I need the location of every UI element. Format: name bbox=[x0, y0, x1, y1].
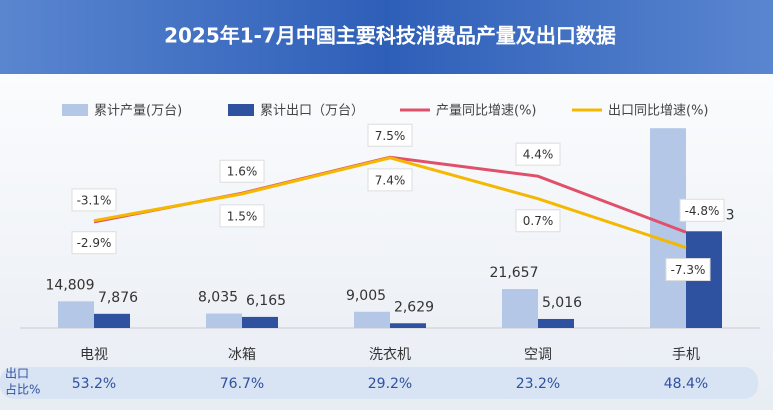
legend-swatch bbox=[228, 104, 254, 116]
line bbox=[93, 156, 687, 249]
data-label: 7.5% bbox=[375, 129, 406, 143]
data-label: 14,809 bbox=[46, 277, 95, 293]
x-tick-label: 洗衣机 bbox=[369, 347, 411, 363]
data-label: 0.7% bbox=[523, 214, 554, 228]
bar bbox=[390, 323, 426, 328]
share-value: 53.2% bbox=[72, 376, 116, 392]
legend-label: 产量同比增速(%) bbox=[436, 104, 537, 119]
x-tick-label: 手机 bbox=[672, 347, 700, 363]
data-label: 21,657 bbox=[490, 265, 539, 281]
bar bbox=[650, 128, 686, 328]
bar bbox=[242, 316, 278, 328]
bar bbox=[502, 289, 538, 328]
bar bbox=[354, 311, 390, 328]
bar bbox=[538, 318, 574, 328]
share-value: 29.2% bbox=[368, 376, 412, 392]
legend-label: 出口同比增速(%) bbox=[608, 104, 709, 119]
label-box bbox=[515, 209, 561, 233]
legend-swatch bbox=[62, 104, 88, 116]
x-tick-label: 电视 bbox=[80, 347, 108, 363]
label-box bbox=[219, 159, 265, 183]
label-box bbox=[367, 168, 413, 192]
x-tick-label: 冰箱 bbox=[228, 347, 256, 363]
data-label: 9,005 bbox=[346, 288, 386, 304]
share-value: 76.7% bbox=[220, 376, 264, 392]
data-label: 6,165 bbox=[246, 293, 286, 309]
bar bbox=[206, 313, 242, 328]
data-label: -2.9% bbox=[77, 236, 112, 250]
data-label: 2,629 bbox=[394, 299, 434, 315]
share-band bbox=[0, 367, 758, 399]
bar bbox=[58, 301, 94, 328]
bar bbox=[94, 313, 130, 328]
data-label: 7,876 bbox=[98, 290, 138, 306]
label-box bbox=[71, 231, 117, 255]
x-tick-label: 空调 bbox=[524, 347, 552, 363]
label-box bbox=[665, 258, 711, 282]
legend-label: 累计产量(万台) bbox=[94, 104, 182, 119]
label-box bbox=[515, 142, 561, 166]
title-banner bbox=[0, 0, 773, 74]
data-label: 1.6% bbox=[227, 165, 258, 179]
data-label: -3.1% bbox=[77, 193, 112, 207]
data-label: 5,016 bbox=[542, 295, 582, 311]
label-box bbox=[367, 123, 413, 147]
legend-label: 累计出口（万台） bbox=[260, 104, 364, 119]
label-box bbox=[679, 198, 725, 222]
share-label: 占比% bbox=[5, 382, 40, 397]
share-label: 出口 bbox=[5, 367, 29, 381]
label-box bbox=[71, 188, 117, 212]
chart-title: 2025年1-7月中国主要科技消费品产量及出口数据 bbox=[164, 24, 616, 48]
label-box bbox=[219, 204, 265, 228]
data-label: 1.5% bbox=[227, 209, 258, 223]
data-label: -7.3% bbox=[671, 263, 706, 277]
share-value: 48.4% bbox=[664, 376, 708, 392]
data-label: 8,035 bbox=[198, 290, 238, 306]
data-label: 4.4% bbox=[523, 148, 554, 162]
data-label: -4.8% bbox=[685, 204, 720, 218]
data-label: 7.4% bbox=[375, 173, 406, 187]
share-value: 23.2% bbox=[516, 376, 560, 392]
